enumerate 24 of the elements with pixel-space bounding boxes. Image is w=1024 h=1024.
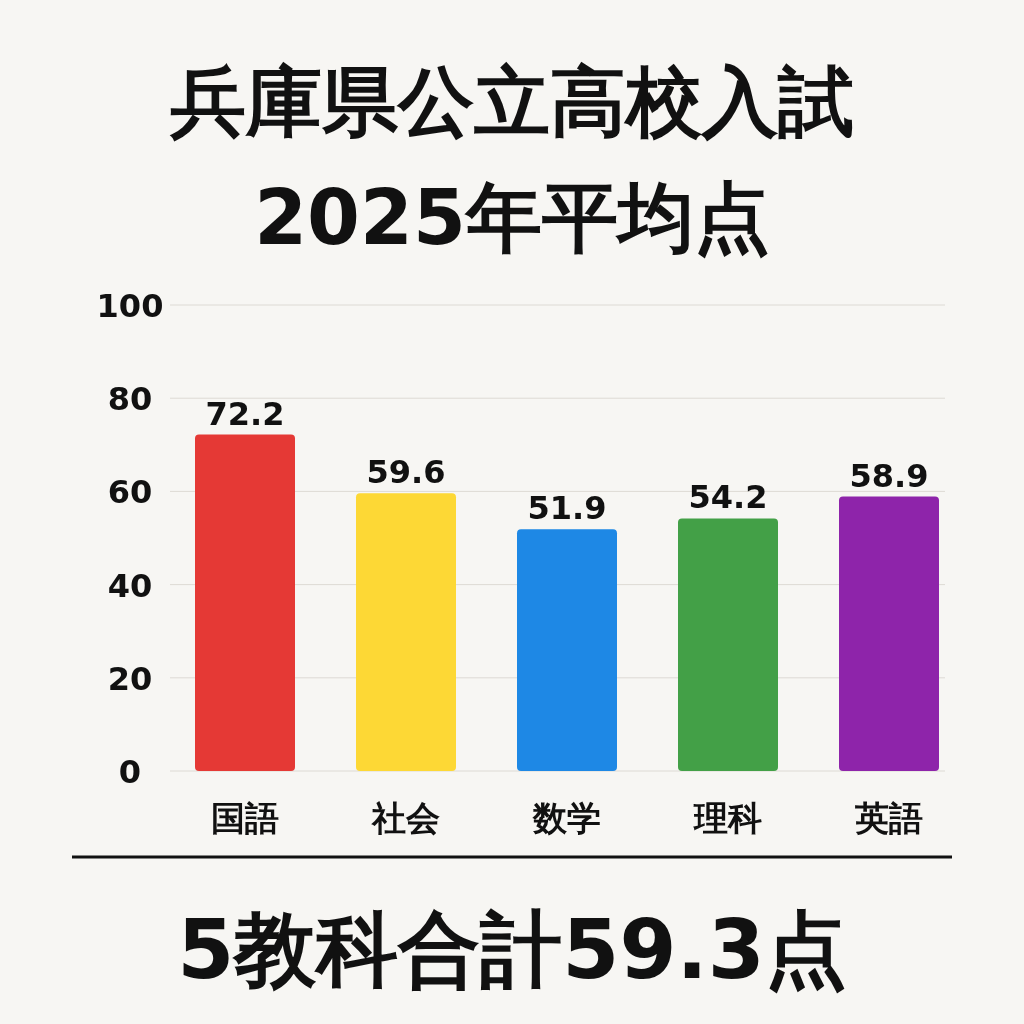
y-tick-label: 80 [107,380,153,419]
chart-title: 兵庫県公立高校入試 [169,57,854,146]
bar [678,518,778,771]
y-tick-label: 40 [107,566,153,605]
bar [517,529,617,771]
bar [195,434,295,771]
x-tick-label: 数学 [532,798,601,838]
y-tick-label: 100 [96,287,164,325]
data-label: 59.6 [366,453,446,492]
bar [839,496,939,771]
y-tick-label: 0 [118,753,142,791]
x-tick-label: 社会 [371,798,440,838]
text: 5教科合計59.3点 [177,902,847,997]
y-tick-label: 20 [107,659,153,698]
bar [356,493,456,771]
data-label: 51.9 [527,489,607,528]
data-label: 58.9 [849,456,929,495]
chart-subtitle: 2025年平均点 [254,173,770,262]
data-label: 72.2 [205,394,285,433]
x-tick-label: 国語 [211,798,279,838]
y-tick-label: 60 [107,473,153,512]
x-tick-label: 英語 [854,798,923,838]
data-label: 54.2 [688,478,768,517]
x-tick-label: 理科 [693,798,762,838]
